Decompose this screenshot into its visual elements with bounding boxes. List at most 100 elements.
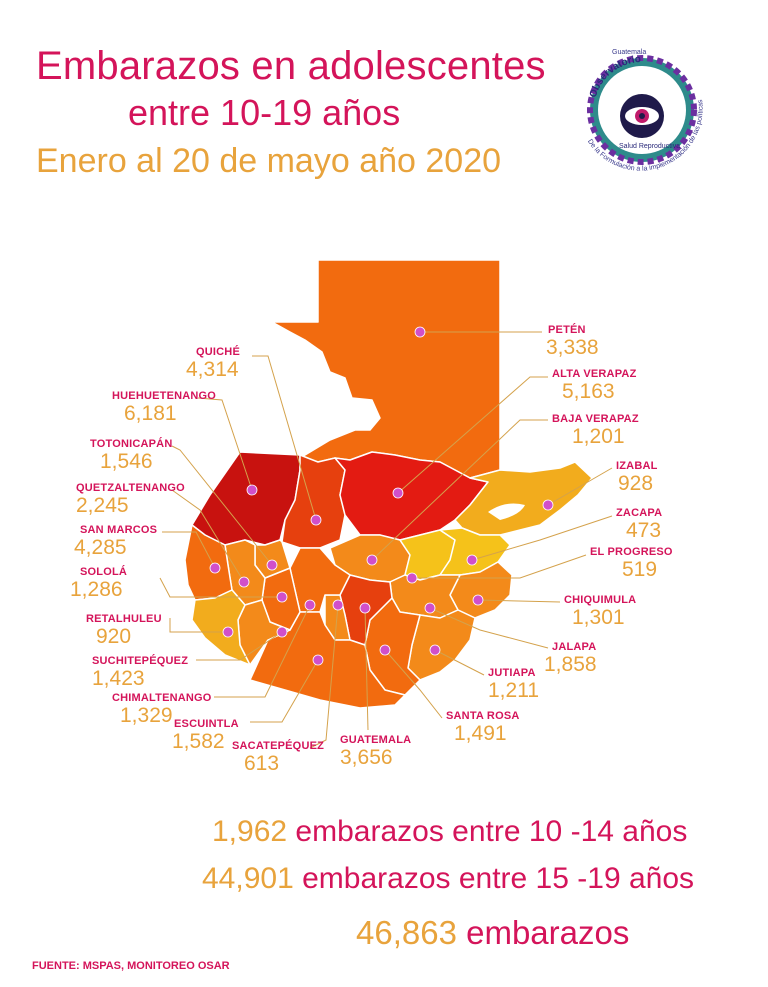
marker-dot-baja-verapaz bbox=[366, 554, 378, 566]
summary-total: 46,863 embarazos bbox=[356, 914, 629, 952]
label-quetzaltenango-value: 2,245 bbox=[76, 494, 129, 517]
leader-line-escuintla bbox=[250, 659, 319, 723]
label-alta-verapaz-name: ALTA VERAPAZ bbox=[552, 368, 637, 380]
leader-line-santa-rosa bbox=[384, 649, 443, 719]
label-escuintla-value: 1,582 bbox=[172, 730, 225, 753]
label-zacapa-value: 473 bbox=[626, 519, 662, 542]
summary-line-2-text: embarazos entre 15 -19 años bbox=[302, 862, 695, 895]
marker-dot-peten bbox=[414, 326, 426, 338]
label-solola-value: 1,286 bbox=[70, 578, 123, 601]
leader-line-chiquimula bbox=[477, 599, 561, 603]
label-alta-verapaz-value: 5,163 bbox=[562, 380, 615, 403]
label-baja-verapaz-name: BAJA VERAPAZ bbox=[552, 413, 639, 425]
observatorio-logo: De la Formulación a la implementación de… bbox=[572, 40, 705, 173]
leader-line-totonicapan bbox=[171, 445, 273, 566]
label-quiche-value: 4,314 bbox=[186, 358, 239, 381]
leader-line-el-progreso bbox=[412, 554, 587, 579]
label-huehuetenango-value: 6,181 bbox=[124, 402, 177, 425]
page-subtitle: Enero al 20 de mayo año 2020 bbox=[36, 142, 502, 180]
marker-dot-escuintla bbox=[312, 654, 324, 666]
label-izabal-value: 928 bbox=[618, 472, 654, 495]
marker-dot-guatemala bbox=[359, 602, 371, 614]
label-guatemala-name: GUATEMALA bbox=[340, 734, 412, 746]
leader-line-zacapa bbox=[471, 515, 613, 561]
label-jalapa-name: JALAPA bbox=[552, 641, 597, 653]
marker-dot-jalapa bbox=[424, 602, 436, 614]
label-suchitepequez-name: SUCHITEPÉQUEZ bbox=[92, 655, 189, 667]
label-chimaltenango-name: CHIMALTENANGO bbox=[112, 692, 212, 704]
label-san-marcos-value: 4,285 bbox=[74, 536, 127, 559]
leader-line-retalhuleu bbox=[169, 618, 228, 633]
marker-dot-chiquimula bbox=[472, 594, 484, 606]
marker-dot-quiche bbox=[310, 514, 322, 526]
marker-dot-quetzaltenango bbox=[238, 576, 250, 588]
leader-line-sacatepequez bbox=[309, 604, 339, 749]
marker-dot-san-marcos bbox=[209, 562, 221, 574]
label-totonicapan-value: 1,546 bbox=[100, 450, 153, 473]
label-solola-name: SOLOLÁ bbox=[80, 566, 128, 578]
summary-line-1-text: embarazos entre 10 -14 años bbox=[295, 815, 688, 848]
marker-dot-el-progreso bbox=[406, 572, 418, 584]
label-sacatepequez-value: 613 bbox=[244, 752, 280, 775]
label-zacapa-name: ZACAPA bbox=[616, 507, 663, 519]
marker-dot-solola bbox=[276, 591, 288, 603]
marker-dot-alta-verapaz bbox=[392, 487, 404, 499]
leader-line-quetzaltenango bbox=[171, 489, 245, 583]
label-santa-rosa-name: SANTA ROSA bbox=[446, 710, 520, 722]
label-quiche-name: QUICHÉ bbox=[196, 346, 240, 358]
summary-total-text: embarazos bbox=[466, 914, 630, 951]
marker-dot-izabal bbox=[542, 499, 554, 511]
marker-dot-chimaltenango bbox=[304, 599, 316, 611]
label-huehuetenango-name: HUEHUETENANGO bbox=[112, 390, 217, 402]
label-retalhuleu-value: 920 bbox=[96, 625, 132, 648]
page-title-line2: entre 10-19 años bbox=[128, 92, 401, 133]
label-suchitepequez-value: 1,423 bbox=[92, 667, 145, 690]
label-jalapa-value: 1,858 bbox=[544, 653, 597, 676]
leader-line-solola bbox=[159, 577, 282, 598]
leader-line-guatemala bbox=[364, 607, 369, 731]
label-quetzaltenango-name: QUETZALTENANGO bbox=[76, 482, 185, 494]
label-izabal-name: IZABAL bbox=[616, 460, 658, 472]
label-peten-value: 3,338 bbox=[546, 336, 599, 359]
leader-line-huehuetenango bbox=[197, 397, 253, 491]
summary-line-2: 44,901 embarazos entre 15 -19 años bbox=[202, 862, 694, 896]
label-el-progreso-name: EL PROGRESO bbox=[590, 546, 673, 558]
summary-total-value: 46,863 bbox=[356, 914, 457, 951]
marker-dot-zacapa bbox=[466, 554, 478, 566]
leader-line-chimaltenango bbox=[214, 604, 311, 698]
marker-dot-santa-rosa bbox=[379, 644, 391, 656]
source-note: FUENTE: MSPAS, MONITOREO OSAR bbox=[32, 960, 230, 972]
region-peten bbox=[271, 259, 501, 479]
label-peten-name: PETÉN bbox=[548, 324, 586, 336]
label-santa-rosa-value: 1,491 bbox=[454, 722, 507, 745]
region-lake-izabal bbox=[488, 503, 525, 520]
leader-line-jalapa bbox=[429, 607, 549, 649]
label-guatemala-value: 3,656 bbox=[340, 746, 393, 769]
marker-dot-jutiapa bbox=[429, 644, 441, 656]
label-baja-verapaz-value: 1,201 bbox=[572, 425, 625, 448]
label-san-marcos-name: SAN MARCOS bbox=[80, 524, 158, 536]
label-chiquimula-name: CHIQUIMULA bbox=[564, 594, 637, 606]
label-chimaltenango-value: 1,329 bbox=[120, 704, 173, 727]
label-totonicapan-name: TOTONICAPÁN bbox=[90, 438, 173, 450]
leader-line-izabal bbox=[547, 467, 613, 506]
marker-dot-sacatepequez bbox=[332, 599, 344, 611]
logo-word2: Salud Reproductiva bbox=[619, 143, 680, 150]
summary-line-2-value: 44,901 bbox=[202, 862, 294, 895]
eye-icon bbox=[620, 94, 664, 138]
marker-dot-totonicapan bbox=[266, 559, 278, 571]
marker-dot-retalhuleu bbox=[222, 626, 234, 638]
marker-dot-huehuetenango bbox=[246, 484, 258, 496]
label-retalhuleu-name: RETALHULEU bbox=[86, 613, 162, 625]
label-jutiapa-value: 1,211 bbox=[488, 679, 539, 702]
label-jutiapa-name: JUTIAPA bbox=[488, 667, 536, 679]
page-title-line1: Embarazos en adolescentes bbox=[36, 44, 546, 88]
summary-line-1-value: 1,962 bbox=[212, 815, 288, 848]
marker-dot-suchitepequez bbox=[276, 626, 288, 638]
label-sacatepequez-name: SACATEPÉQUEZ bbox=[232, 740, 325, 752]
leader-line-baja-verapaz bbox=[371, 419, 548, 561]
summary-line-1: 1,962 embarazos entre 10 -14 años bbox=[212, 815, 687, 849]
region-izabal bbox=[454, 461, 593, 536]
label-chiquimula-value: 1,301 bbox=[572, 606, 625, 629]
